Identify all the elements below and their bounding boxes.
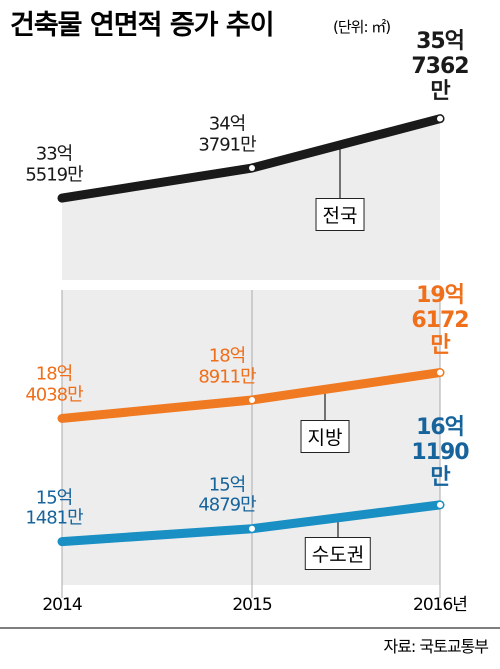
x-tick-label: 2015 [232,595,272,615]
value-label: 18억 8911만 [198,345,256,388]
point [437,369,443,376]
value-label: 16억 1190만 [411,414,469,491]
point [249,397,255,404]
value-label: 18억 4038만 [25,364,83,406]
series-name: 수도권 [304,537,372,570]
x-tick-label: 2016년 [413,595,468,615]
value-label: 33억 5519만 [25,143,83,186]
value-label: 15억 1481만 [25,487,83,529]
source: 자료: 국토교통부 [383,637,489,656]
title: 건축물 연면적 증가 추이 [10,10,275,41]
value-label: 15억 4879만 [198,474,256,517]
value-label: 34억 3791만 [198,113,256,156]
series-name: 지방 [300,420,350,453]
point [249,525,255,532]
point [249,165,255,172]
area [62,118,440,280]
x-tick-label: 2014 [42,595,82,615]
series-name: 전국 [315,198,365,231]
value-label: 35억 7362만 [411,28,469,105]
point [437,115,443,122]
unit: (단위: ㎡) [333,18,391,36]
point [437,501,443,508]
value-label: 19억 6172만 [411,282,469,359]
